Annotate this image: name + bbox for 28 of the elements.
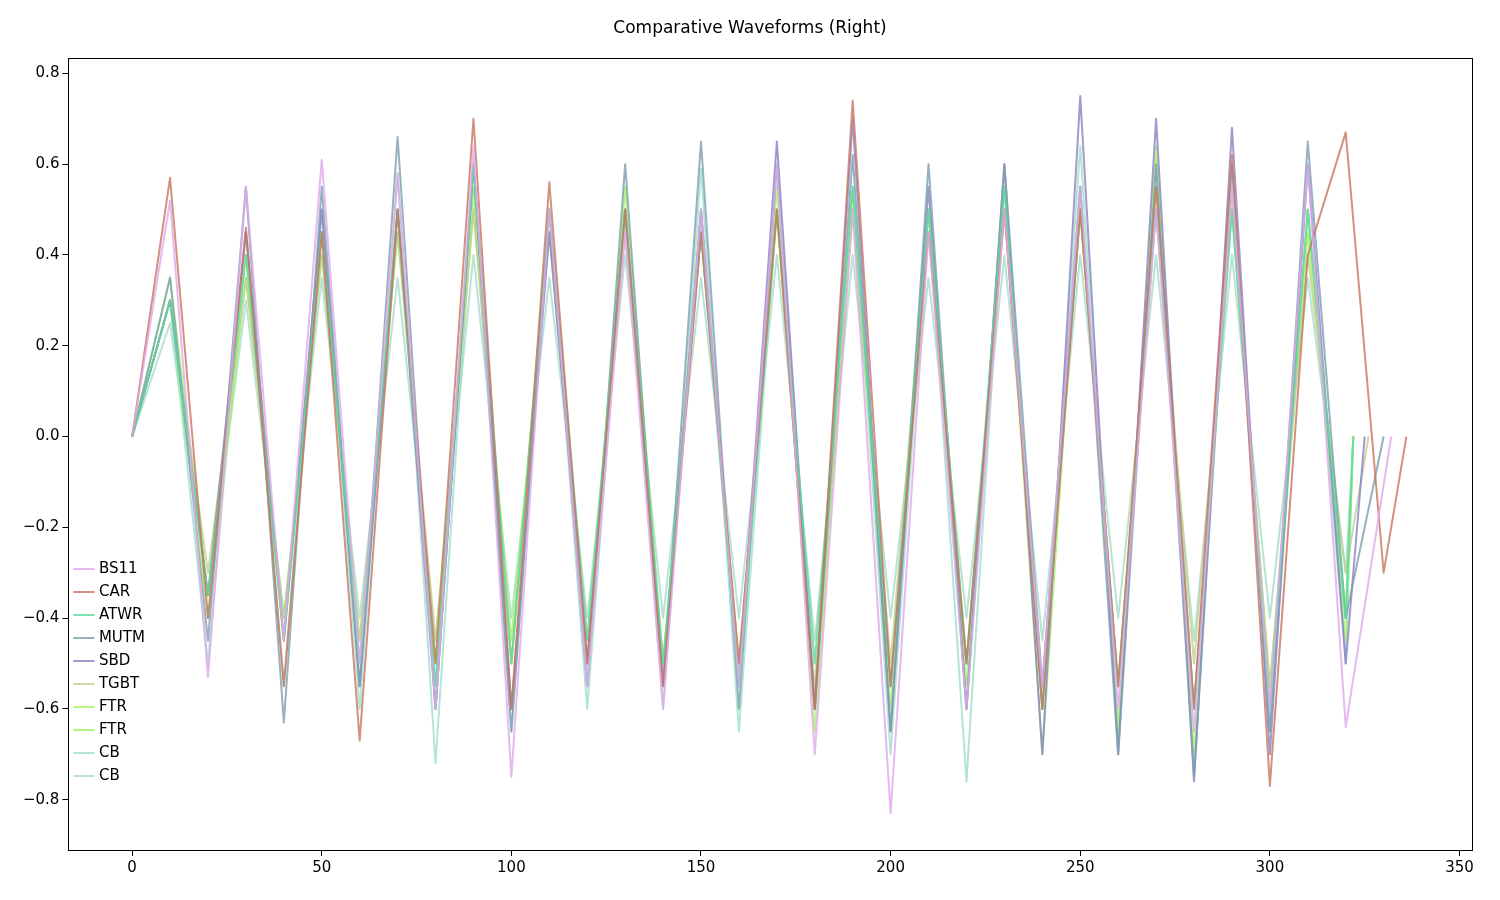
- legend-label: BS11: [98, 558, 138, 577]
- y-tick-label: −0.4: [22, 607, 60, 626]
- y-tick-label: −0.2: [22, 517, 60, 536]
- x-tick-label: 250: [1065, 857, 1095, 876]
- x-tick-label: 100: [497, 857, 526, 876]
- legend-label: SBD: [98, 650, 131, 669]
- x-tick-label: 50: [312, 857, 332, 876]
- legend-label: ATWR: [98, 604, 143, 623]
- y-tick-label: −0.6: [22, 698, 60, 717]
- legend-label: CB: [98, 742, 120, 761]
- y-tick-label: 0.4: [35, 244, 60, 263]
- y-tick-label: 0.8: [35, 63, 60, 82]
- legend-label: FTR: [98, 696, 127, 715]
- chart-title: Comparative Waveforms (Right): [613, 16, 887, 37]
- legend-label: TGBT: [97, 673, 140, 692]
- legend-label: FTR: [98, 719, 127, 738]
- legend-label: CAR: [98, 581, 131, 600]
- y-tick-label: 0.6: [35, 154, 60, 173]
- x-tick-label: 200: [876, 857, 905, 876]
- x-tick-label: 300: [1255, 857, 1285, 876]
- y-tick-label: 0.2: [35, 335, 60, 354]
- legend-label: MUTM: [98, 627, 145, 646]
- y-tick-label: 0.0: [35, 426, 60, 445]
- x-tick-label: 150: [686, 857, 716, 876]
- x-tick-label: 350: [1445, 857, 1474, 876]
- legend-label: CB: [98, 765, 120, 784]
- y-tick-label: −0.8: [22, 789, 60, 808]
- x-tick-label: 0: [127, 857, 137, 876]
